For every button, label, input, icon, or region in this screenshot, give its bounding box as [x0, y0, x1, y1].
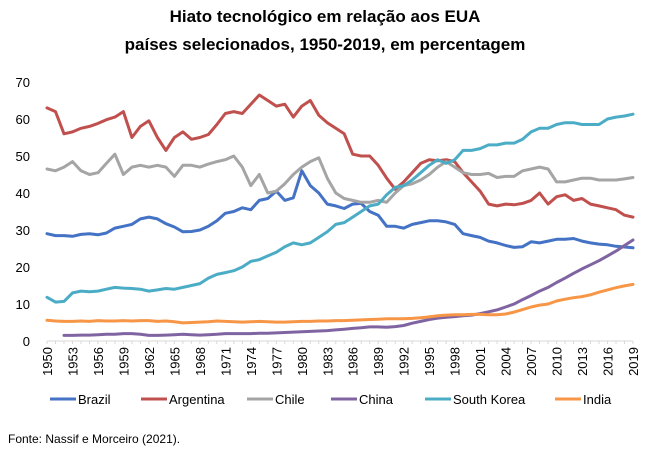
legend-label-india: India [583, 392, 612, 407]
series-line-china [62, 238, 635, 337]
x-tick-label: 2001 [473, 347, 488, 376]
x-tick-label: 2004 [499, 347, 514, 376]
chart-title-line2: países selecionados, 1950-2019, em perce… [124, 35, 526, 54]
x-tick-label: 2013 [575, 347, 590, 376]
series-line-argentina [45, 93, 635, 219]
x-tick-label: 1953 [65, 347, 80, 376]
series-line-south-korea [45, 112, 635, 304]
source-note: Fonte: Nassif e Morceiro (2021). [8, 432, 181, 446]
y-tick-label: 0 [23, 334, 30, 349]
x-tick-label: 1977 [269, 347, 284, 376]
series-line-india [45, 282, 635, 325]
y-tick-label: 40 [16, 186, 30, 201]
y-tick-label: 50 [16, 149, 30, 164]
x-tick-label: 1995 [422, 347, 437, 376]
x-tick-label: 1986 [346, 347, 361, 376]
y-tick-label: 10 [16, 297, 30, 312]
x-tick-label: 1983 [320, 347, 335, 376]
x-tick-label: 1965 [167, 347, 182, 376]
x-tick-label: 1950 [40, 347, 55, 376]
x-tick-label: 1956 [91, 347, 106, 376]
x-tick-label: 1959 [116, 347, 131, 376]
x-tick-label: 1989 [371, 347, 386, 376]
y-tick-label: 30 [16, 223, 30, 238]
y-tick-label: 70 [16, 75, 30, 90]
legend-label-south-korea: South Korea [453, 392, 526, 407]
legend-label-china: China [359, 392, 394, 407]
x-tick-label: 1968 [193, 347, 208, 376]
x-tick-label: 1980 [295, 347, 310, 376]
x-tick-label: 2007 [524, 347, 539, 376]
x-tick-label: 1962 [142, 347, 157, 376]
x-tick-label: 1998 [448, 347, 463, 376]
x-tick-label: 1971 [218, 347, 233, 376]
chart-title-line1: Hiato tecnológico em relação aos EUA [169, 7, 481, 26]
x-tick-label: 2016 [601, 347, 616, 376]
series-line-chile [45, 152, 635, 204]
x-tick-label: 1974 [244, 347, 259, 376]
legend-label-chile: Chile [275, 392, 305, 407]
y-tick-label: 20 [16, 260, 30, 275]
legend-label-argentina: Argentina [169, 392, 225, 407]
x-tick-label: 1992 [397, 347, 412, 376]
legend-label-brazil: Brazil [78, 392, 111, 407]
y-tick-label: 60 [16, 112, 30, 127]
x-tick-label: 2019 [626, 347, 641, 376]
series-line-brazil [45, 169, 635, 250]
x-tick-label: 2010 [550, 347, 565, 376]
